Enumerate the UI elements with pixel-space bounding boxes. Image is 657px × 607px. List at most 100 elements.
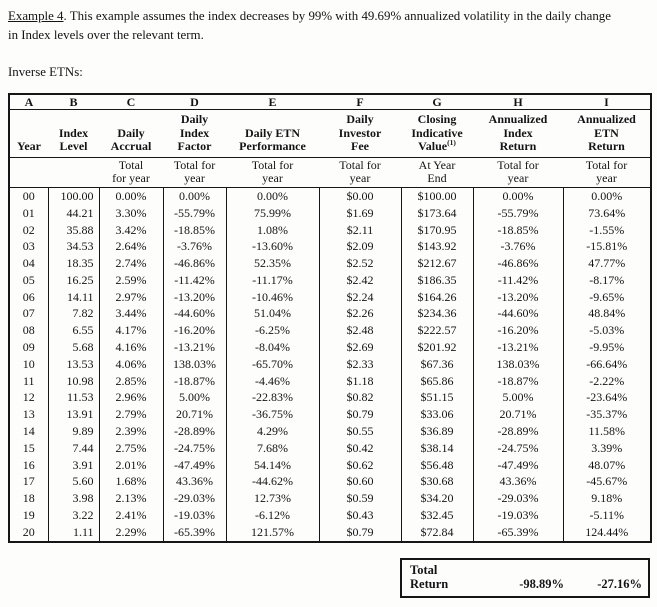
data-cell: -23.64%: [562, 389, 651, 407]
table-row: 15 7.44 2.75% -24.75% 7.68% $0.42 $38.14 -24.75…: [9, 439, 651, 457]
total-return-box: Total Return -98.89% -27.16%: [400, 557, 650, 598]
data-cell: 2.64%: [98, 238, 163, 256]
data-cell: -11.42%: [472, 271, 563, 289]
column-letter: D: [163, 94, 226, 111]
data-cell: -6.25%: [225, 322, 319, 340]
data-cell: 0.00%: [225, 187, 319, 205]
data-cell: 9.18%: [562, 490, 651, 508]
table-header: A B C D E F G H I Year Index Level Daily Accrual Dai…: [9, 94, 651, 188]
data-cell: $0.79: [318, 523, 401, 542]
data-cell: 34.53: [47, 238, 99, 256]
data-cell: $0.82: [318, 389, 401, 407]
data-cell: -22.83%: [225, 389, 319, 407]
column-subheader: Total for year: [226, 157, 319, 188]
data-cell: -13.20%: [162, 288, 226, 306]
data-cell: 121.57%: [225, 523, 319, 542]
data-cell: $0.79: [318, 406, 401, 424]
table-row: 02 35.88 3.42% -18.85% 1.08% $2.11 $170.95 -18.…: [9, 221, 651, 239]
data-cell: $65.86: [400, 372, 473, 390]
data-cell: -19.03%: [162, 507, 226, 524]
data-cell: -10.46%: [225, 288, 319, 306]
table-row: 08 6.55 4.17% -16.20% -6.25% $2.48 $222.57 -16.…: [9, 322, 651, 340]
data-cell: 5.00%: [472, 389, 563, 407]
table-row: 04 18.35 2.74% -46.86% 52.35% $2.52 $212.67 -46…: [9, 255, 651, 272]
column-letter: A: [9, 94, 48, 111]
footnote-marker: (1): [447, 138, 456, 148]
total-annualized-etn-return: -27.16%: [597, 577, 642, 592]
data-cell: 7.82: [47, 305, 99, 323]
data-cell: $170.95: [400, 221, 473, 239]
data-cell: -44.60%: [472, 305, 563, 323]
column-subheader: Total for year: [473, 157, 563, 188]
data-cell: 0.00%: [98, 187, 163, 205]
data-cell: $100.00: [400, 187, 473, 205]
year-cell: 02: [22, 222, 35, 237]
data-cell: 12.73%: [225, 490, 319, 508]
column-letter: B: [48, 94, 99, 111]
data-cell: 2.97%: [98, 288, 163, 306]
data-cell: -15.81%: [562, 238, 651, 256]
year-cell: 04: [22, 256, 35, 271]
data-cell: $2.69: [318, 339, 401, 356]
data-cell: 9.89: [47, 423, 99, 440]
data-cell: 44.21: [47, 204, 99, 222]
data-cell: -9.95%: [562, 339, 651, 356]
data-cell: 138.03%: [472, 355, 563, 373]
intro-text: . This example assumes the index decreas…: [8, 9, 611, 42]
data-cell: -5.03%: [562, 322, 651, 340]
data-cell: $212.67: [400, 255, 473, 272]
example-label: Example 4: [8, 9, 64, 23]
data-cell: 3.30%: [98, 204, 163, 222]
table-row: 14 9.89 2.39% -28.89% 4.29% $0.55 $36.89 -28.89…: [9, 423, 651, 440]
column-header: Index Level: [48, 109, 99, 158]
data-cell: 5.60: [47, 473, 99, 491]
data-cell: 4.06%: [98, 355, 163, 373]
year-cell: 13: [22, 407, 35, 422]
data-cell: -3.76%: [162, 238, 226, 256]
data-cell: 3.39%: [562, 439, 651, 457]
data-cell: $33.06: [400, 406, 473, 424]
table-row: 07 7.82 3.44% -44.60% 51.04% $2.26 $234.36 -44.…: [9, 305, 651, 323]
data-cell: 3.91: [47, 456, 99, 474]
year-cell: 16: [22, 457, 35, 472]
total-return-label: Total Return: [410, 562, 449, 592]
data-cell: 51.04%: [225, 305, 319, 323]
data-cell: -8.17%: [562, 271, 651, 289]
data-cell: $201.92: [400, 339, 473, 356]
data-cell: 5.00%: [162, 389, 226, 407]
data-cell: $36.89: [400, 423, 473, 440]
data-cell: 2.29%: [98, 523, 163, 542]
subs-row: Total for year Total for year Total for ye…: [9, 157, 651, 188]
data-cell: 5.68: [47, 339, 99, 356]
data-cell: 11.53: [47, 389, 99, 407]
data-cell: $2.48: [318, 322, 401, 340]
data-cell: 100.00: [47, 187, 99, 205]
data-cell: -46.86%: [162, 255, 226, 272]
year-cell: 03: [22, 239, 35, 254]
table-row: 17 5.60 1.68% 43.36% -44.62% $0.60 $30.68 43.36…: [9, 473, 651, 491]
data-cell: -4.46%: [225, 372, 319, 390]
year-cell: 01: [22, 205, 35, 220]
data-cell: 2.39%: [98, 423, 163, 440]
data-cell: -3.76%: [472, 238, 563, 256]
data-cell: 13.53: [47, 355, 99, 373]
data-cell: $0.62: [318, 456, 401, 474]
data-cell: 43.36%: [472, 473, 563, 491]
data-cell: -36.75%: [225, 406, 319, 424]
data-cell: -65.39%: [472, 523, 563, 542]
data-cell: 124.44%: [562, 523, 651, 542]
data-cell: $67.36: [400, 355, 473, 373]
data-cell: -47.49%: [162, 456, 226, 474]
data-cell: 18.35: [47, 255, 99, 272]
data-cell: 0.00%: [162, 187, 226, 205]
data-cell: -2.22%: [562, 372, 651, 390]
data-cell: -11.17%: [225, 271, 319, 289]
data-cell: $186.35: [400, 271, 473, 289]
data-cell: -28.89%: [162, 423, 226, 440]
column-letter: E: [226, 94, 319, 111]
data-cell: 3.22: [47, 507, 99, 524]
column-header: Annualized Index Return: [473, 109, 563, 158]
table-row: 03 34.53 2.64% -3.76% -13.60% $2.09 $143.92 -3.…: [9, 238, 651, 256]
data-cell: 52.35%: [225, 255, 319, 272]
